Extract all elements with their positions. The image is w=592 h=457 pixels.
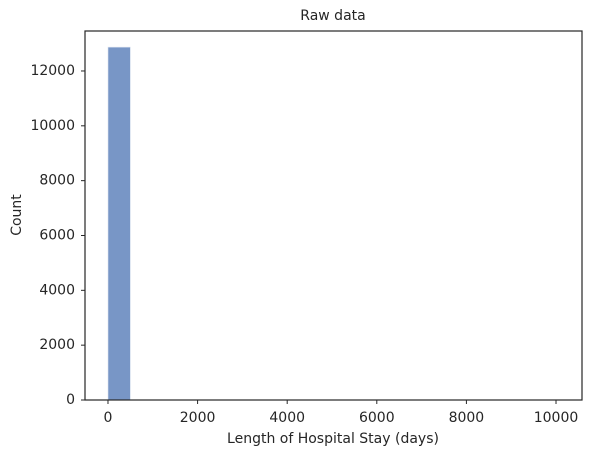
y-tick-label: 8000	[39, 173, 75, 189]
chart-title: Raw data	[300, 8, 365, 24]
x-tick-label: 4000	[269, 410, 305, 426]
y-tick-label: 4000	[39, 282, 75, 298]
x-tick-label: 10000	[534, 410, 579, 426]
y-tick-label: 10000	[30, 118, 75, 134]
x-tick-label: 8000	[449, 410, 485, 426]
x-axis-label: Length of Hospital Stay (days)	[227, 431, 439, 447]
y-axis-label: Count	[9, 194, 25, 236]
y-tick-label: 6000	[39, 227, 75, 243]
x-tick-label: 6000	[359, 410, 395, 426]
x-tick-label: 0	[104, 410, 113, 426]
y-tick-label: 2000	[39, 337, 75, 353]
plot-frame	[84, 30, 583, 401]
y-tick-label: 0	[66, 392, 75, 408]
y-tick-label: 12000	[30, 63, 75, 79]
x-tick-label: 2000	[180, 410, 216, 426]
bar	[107, 46, 131, 401]
